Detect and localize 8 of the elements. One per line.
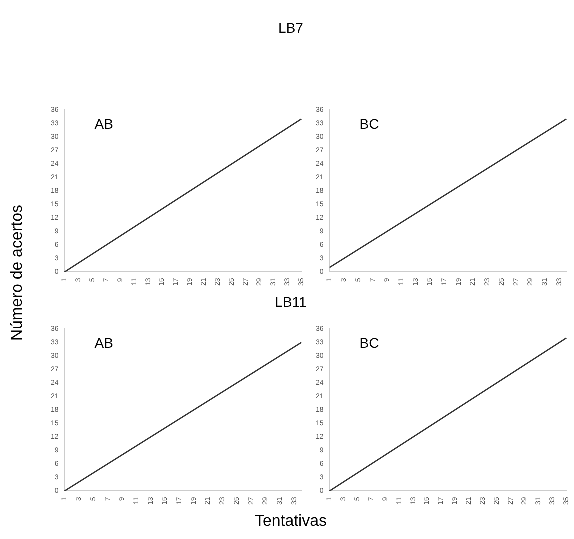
text: AB — [94, 335, 114, 352]
text: BC — [360, 116, 380, 132]
y-axis-title: Número de acertos — [9, 204, 27, 342]
text: BC — [360, 335, 380, 352]
text: AB — [94, 116, 114, 132]
chart-title: LB7 — [278, 20, 304, 36]
chart-title: LB11 — [275, 294, 307, 310]
x-axis-title: Tentativas — [254, 513, 328, 531]
